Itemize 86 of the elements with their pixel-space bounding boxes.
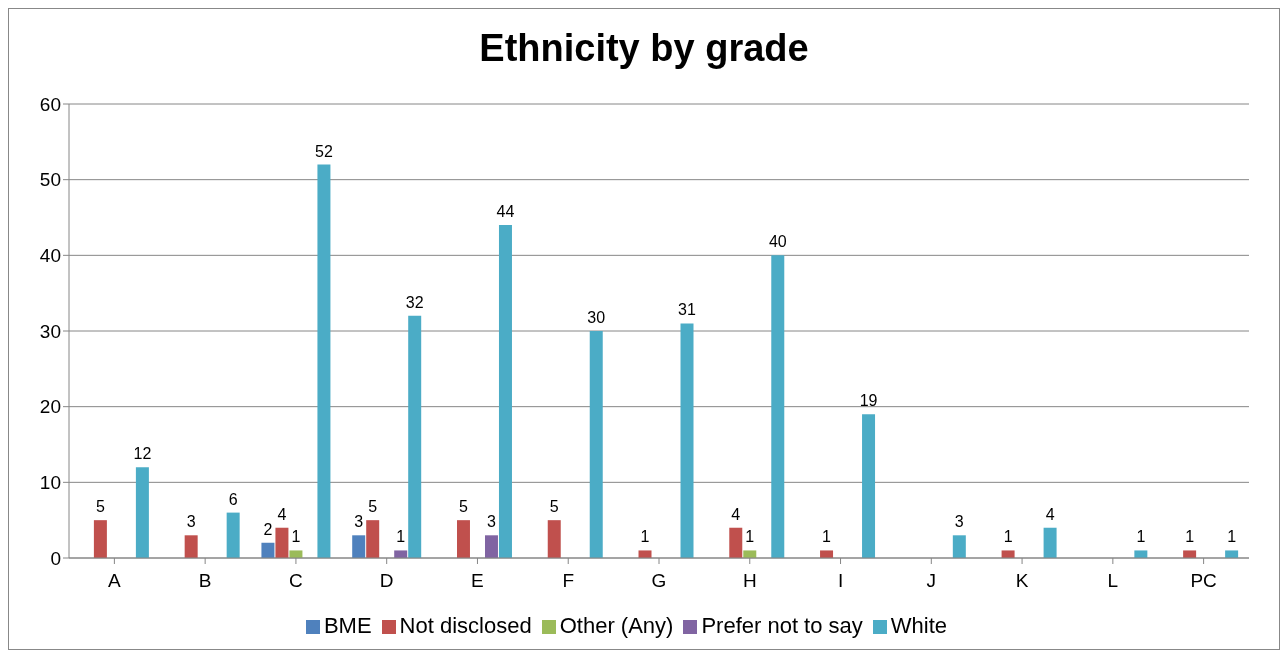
x-tick-label: H	[742, 570, 757, 592]
bar	[1134, 550, 1148, 558]
x-tick-label: G	[651, 570, 667, 592]
data-label: 19	[859, 392, 878, 410]
legend-label: Other (Any)	[559, 613, 674, 638]
bar	[862, 414, 876, 558]
data-label: 5	[95, 498, 105, 516]
x-tick-label: C	[289, 570, 303, 592]
data-label: 1	[1003, 528, 1013, 546]
data-label: 5	[368, 498, 378, 516]
legend-label: Not disclosed	[399, 613, 532, 638]
data-label: 3	[186, 513, 196, 531]
data-label: 12	[133, 445, 152, 463]
x-tick-label: A	[108, 570, 122, 592]
y-tick-label: 0	[50, 547, 61, 569]
bar	[184, 535, 198, 558]
bar	[1001, 550, 1015, 558]
x-tick-label: E	[471, 570, 484, 592]
chart-title: Ethnicity by grade	[478, 27, 810, 70]
data-label: 1	[1185, 528, 1195, 546]
data-label: 1	[291, 528, 301, 546]
bar	[484, 535, 498, 558]
data-label: 3	[487, 513, 497, 531]
x-tick-label: D	[379, 570, 394, 592]
bar	[743, 550, 757, 558]
bar	[317, 164, 331, 558]
bar	[456, 520, 470, 558]
bar	[275, 527, 289, 558]
y-tick-label: 60	[39, 93, 61, 115]
bar	[771, 255, 785, 558]
bar	[408, 315, 422, 558]
data-label: 2	[263, 520, 273, 538]
data-label: 32	[405, 293, 424, 311]
legend-label: Prefer not to say	[701, 613, 863, 638]
data-label: 3	[354, 513, 364, 531]
data-label: 44	[496, 203, 515, 221]
data-label: 1	[1227, 528, 1237, 546]
legend-label: White	[890, 613, 948, 638]
bar	[289, 550, 303, 558]
data-label: 52	[315, 142, 333, 160]
data-label: 31	[678, 301, 697, 319]
data-label: 40	[768, 233, 787, 251]
data-label: 1	[396, 528, 406, 546]
data-label: 1	[822, 528, 832, 546]
data-label: 4	[731, 505, 741, 523]
bar	[135, 467, 149, 558]
data-label: 1	[745, 528, 755, 546]
bar	[589, 331, 603, 558]
data-label: 1	[640, 528, 650, 546]
x-tick-label: K	[1015, 570, 1029, 592]
data-label: 4	[277, 505, 287, 523]
bar	[226, 512, 240, 558]
bar	[638, 550, 652, 558]
y-tick-label: 40	[39, 245, 61, 267]
bar	[547, 520, 561, 558]
x-tick-label: PC	[1190, 570, 1217, 592]
y-tick-label: 50	[39, 169, 61, 191]
bar	[952, 535, 966, 558]
data-label: 4	[1045, 505, 1055, 523]
y-tick-label: 30	[39, 320, 61, 342]
data-label: 30	[587, 309, 606, 326]
data-label: 3	[954, 513, 964, 531]
bar	[93, 520, 107, 558]
bar	[366, 520, 380, 558]
bar	[1225, 550, 1239, 558]
bar	[352, 535, 366, 558]
bar	[1183, 550, 1197, 558]
x-tick-label: J	[926, 570, 937, 592]
y-tick-label: 20	[39, 396, 61, 418]
bar	[498, 225, 512, 558]
bar	[261, 542, 275, 558]
legend-label: BME	[323, 613, 372, 638]
data-label: 1	[1136, 528, 1146, 546]
x-tick-label: L	[1107, 570, 1119, 592]
bar	[1043, 527, 1057, 558]
data-label: 5	[549, 498, 559, 516]
x-tick-label: F	[562, 570, 575, 592]
data-label: 5	[459, 498, 469, 516]
bar	[729, 527, 743, 558]
bar	[394, 550, 408, 558]
x-tick-label: I	[837, 570, 844, 592]
bar	[680, 323, 694, 558]
data-label: 6	[228, 490, 238, 508]
y-tick-label: 10	[39, 472, 61, 494]
bar	[820, 550, 834, 558]
x-tick-label: B	[198, 570, 212, 592]
